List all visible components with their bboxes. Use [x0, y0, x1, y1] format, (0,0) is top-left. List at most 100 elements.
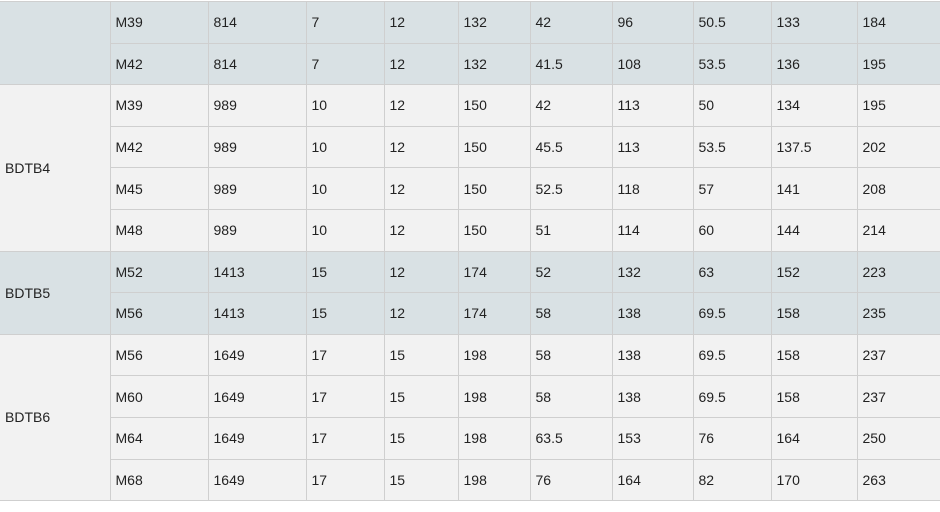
value-cell: 58: [529, 292, 613, 335]
value-cell: 12: [383, 125, 459, 169]
model-cell: M52: [109, 250, 209, 294]
model-cell: M56: [109, 333, 209, 377]
value-cell: 136: [770, 42, 858, 86]
value-cell: 45.5: [529, 125, 613, 169]
model-cell: M42: [110, 42, 209, 86]
value-cell: 1649: [207, 375, 307, 418]
value-cell: 250: [856, 416, 940, 460]
value-cell: 57: [692, 167, 772, 210]
value-cell: 114: [611, 208, 694, 252]
value-cell: 144: [770, 208, 858, 252]
value-cell: 1649: [207, 333, 307, 377]
value-cell: 137.5: [770, 125, 858, 169]
value-cell: 10: [305, 167, 385, 210]
group-label-cell: BDTB6: [0, 333, 111, 502]
table-row: M48 989 10 12 150 51 114 60 144 214: [0, 208, 940, 252]
value-cell: 10: [305, 84, 385, 127]
value-cell: 132: [457, 42, 531, 86]
value-cell: 69.5: [692, 375, 772, 418]
value-cell: 15: [383, 458, 459, 502]
value-cell: 53.5: [692, 125, 772, 169]
value-cell: 12: [383, 250, 459, 294]
value-cell: 17: [305, 458, 385, 502]
value-cell: 1413: [207, 292, 307, 335]
value-cell: 132: [457, 1, 531, 44]
value-cell: 12: [383, 42, 459, 86]
value-cell: 198: [457, 416, 531, 460]
value-cell: 132: [611, 250, 694, 294]
value-cell: 138: [611, 333, 694, 377]
table-row: M60 1649 17 15 198 58 138 69.5 158 237: [0, 375, 940, 418]
value-cell: 814: [207, 42, 307, 86]
value-cell: 237: [856, 375, 940, 418]
value-cell: 174: [457, 292, 531, 335]
value-cell: 52: [529, 250, 613, 294]
group-label-cell: BDTB4: [0, 84, 111, 252]
value-cell: 69.5: [692, 292, 772, 335]
value-cell: 50.5: [692, 1, 772, 44]
value-cell: 76: [529, 458, 613, 502]
value-cell: 158: [770, 292, 858, 335]
value-cell: 10: [305, 208, 385, 252]
value-cell: 42: [529, 1, 613, 44]
value-cell: 150: [457, 167, 531, 210]
value-cell: 15: [305, 292, 385, 335]
value-cell: 7: [305, 1, 385, 44]
value-cell: 170: [770, 458, 858, 502]
value-cell: 208: [856, 167, 940, 210]
value-cell: 12: [383, 1, 459, 44]
table-row: BDTB4 M39 989 10 12 150 42 113 50 134 195: [0, 84, 940, 252]
value-cell: 214: [856, 208, 940, 252]
value-cell: 60: [692, 208, 772, 252]
value-cell: 12: [383, 208, 459, 252]
value-cell: 174: [457, 250, 531, 294]
value-cell: 108: [611, 42, 694, 86]
table-row: BDTB5 M52 1413 15 12 174 52 132 63 152 223: [0, 250, 940, 335]
group-label-cell: BDTB5: [0, 250, 111, 335]
value-cell: 133: [770, 1, 858, 44]
value-cell: 58: [529, 333, 613, 377]
model-cell: M56: [110, 292, 209, 335]
value-cell: 814: [207, 1, 307, 44]
value-cell: 237: [856, 333, 940, 377]
value-cell: 113: [611, 84, 694, 127]
group-label-cell: [0, 0, 111, 86]
value-cell: 198: [457, 333, 531, 377]
value-cell: 150: [457, 125, 531, 169]
model-cell: M45: [110, 167, 209, 210]
value-cell: 17: [305, 333, 385, 377]
value-cell: 164: [770, 416, 858, 460]
value-cell: 53.5: [692, 42, 772, 86]
value-cell: 989: [207, 208, 307, 252]
value-cell: 989: [207, 84, 307, 127]
value-cell: 58: [529, 375, 613, 418]
value-cell: 118: [611, 167, 694, 210]
table-row: M64 1649 17 15 198 63.5 153 76 164 250: [0, 416, 940, 460]
model-cell: M68: [110, 458, 209, 502]
value-cell: 158: [770, 333, 858, 377]
value-cell: 989: [207, 167, 307, 210]
value-cell: 42: [529, 84, 613, 127]
value-cell: 184: [856, 1, 940, 44]
value-cell: 41.5: [529, 42, 613, 86]
value-cell: 15: [305, 250, 385, 294]
value-cell: 12: [383, 167, 459, 210]
value-cell: 164: [611, 458, 694, 502]
value-cell: 15: [383, 333, 459, 377]
value-cell: 96: [611, 1, 694, 44]
model-cell: M64: [110, 416, 209, 460]
value-cell: 17: [305, 375, 385, 418]
value-cell: 7: [305, 42, 385, 86]
value-cell: 198: [457, 458, 531, 502]
value-cell: 263: [856, 458, 940, 502]
value-cell: 63.5: [529, 416, 613, 460]
table-row: M45 989 10 12 150 52.5 118 57 141 208: [0, 167, 940, 210]
value-cell: 158: [770, 375, 858, 418]
value-cell: 989: [207, 125, 307, 169]
value-cell: 51: [529, 208, 613, 252]
value-cell: 138: [611, 375, 694, 418]
model-cell: M39: [109, 84, 209, 127]
table-row: M56 1413 15 12 174 58 138 69.5 158 235: [0, 292, 940, 335]
value-cell: 134: [770, 84, 858, 127]
